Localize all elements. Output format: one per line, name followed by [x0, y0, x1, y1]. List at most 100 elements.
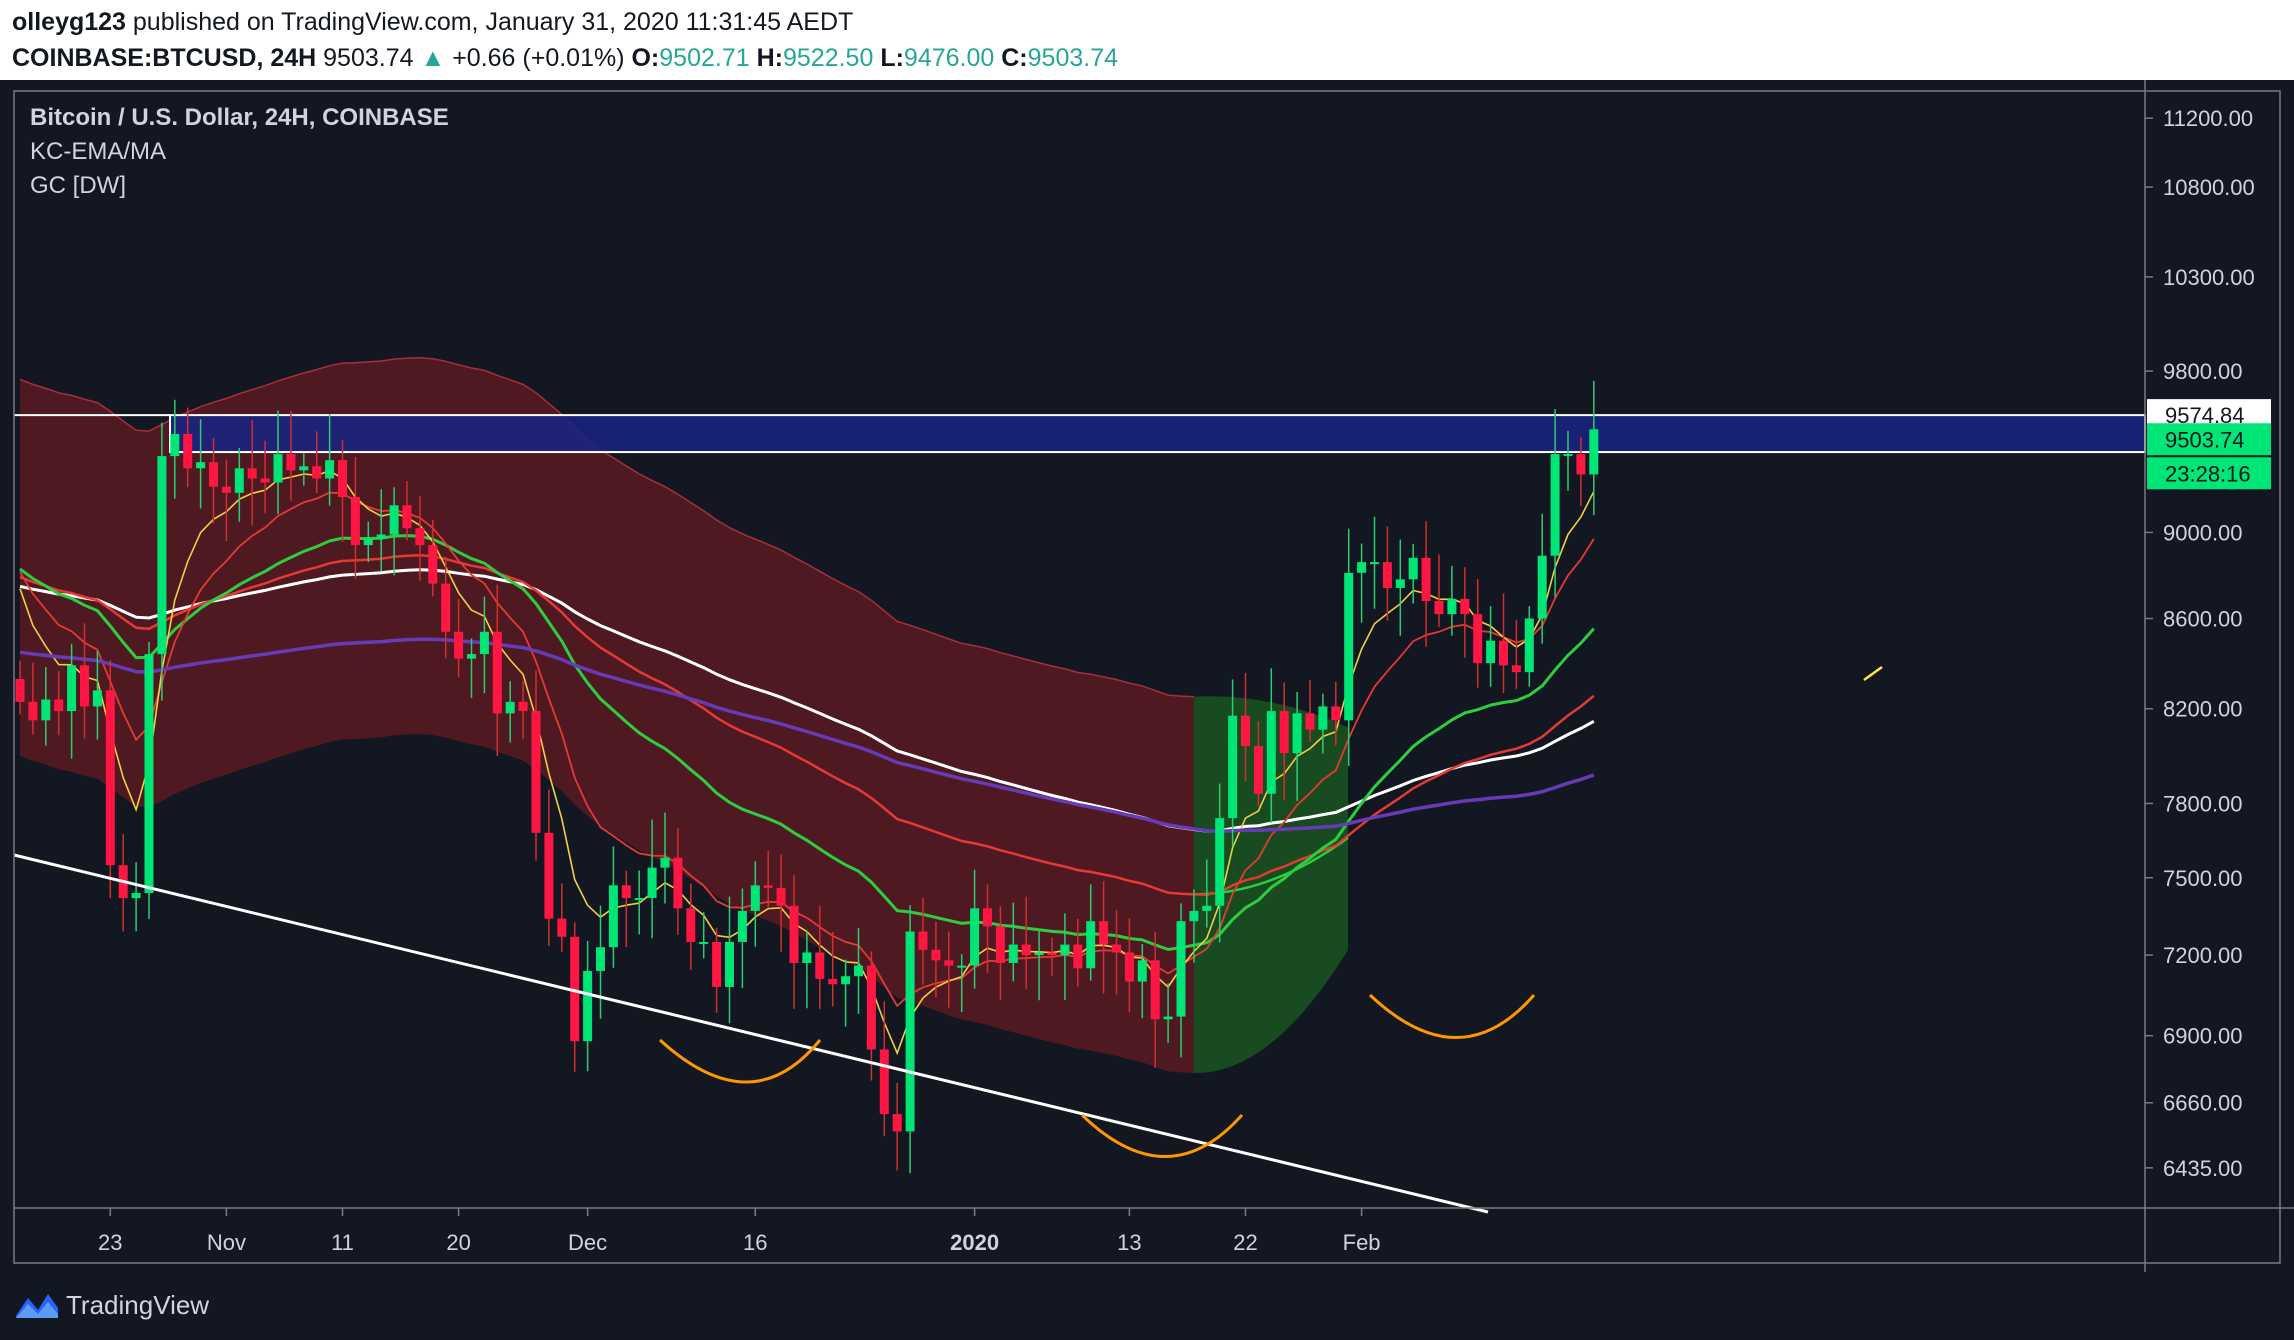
- candle-body: [144, 654, 154, 893]
- candle-body: [763, 885, 773, 888]
- candle-body: [80, 665, 89, 707]
- candle-body: [1266, 711, 1276, 794]
- rounded-bottom-arc: [658, 1038, 822, 1084]
- x-tick-label: 20: [446, 1230, 470, 1255]
- indicator-kc[interactable]: KC-EMA/MA: [30, 138, 167, 165]
- candle-body: [1421, 557, 1431, 601]
- candle-body: [402, 505, 412, 529]
- x-tick-label: Dec: [568, 1230, 607, 1255]
- up-triangle-icon: ▲: [420, 44, 446, 72]
- candle-body: [854, 965, 863, 977]
- tradingview-logo-icon: [16, 1294, 58, 1318]
- candle-body: [1124, 952, 1134, 982]
- candle-body: [363, 538, 373, 546]
- candle-body: [1499, 640, 1508, 666]
- candle-body: [286, 454, 296, 471]
- annotations: [13, 665, 1883, 1214]
- candle-body: [570, 936, 580, 1042]
- candle-body: [1202, 905, 1212, 911]
- candle-body: [1086, 921, 1096, 969]
- candle-body: [815, 952, 825, 979]
- candle-body: [866, 965, 876, 1050]
- last-price: 9503.74: [323, 44, 414, 72]
- x-tick-label: Feb: [1343, 1230, 1381, 1255]
- x-tick-label: 2020: [950, 1230, 999, 1255]
- candle-body: [983, 908, 992, 927]
- candle-body: [54, 699, 64, 712]
- y-tick-label: 10800.00: [2163, 175, 2255, 200]
- candle-body: [1331, 706, 1341, 721]
- y-tick-label: 11200.00: [2163, 106, 2253, 131]
- candle-body: [350, 496, 360, 546]
- candle-body: [1524, 618, 1534, 673]
- countdown-badge: [2147, 457, 2271, 490]
- candle-body: [918, 931, 928, 950]
- candle-body: [1228, 715, 1238, 819]
- y-tick-label: 10300.00: [2163, 265, 2255, 290]
- x-tick-label: 23: [98, 1230, 122, 1255]
- brand-name[interactable]: TradingView: [66, 1290, 210, 1320]
- candle-body: [1137, 960, 1147, 982]
- y-tick-label: 6435.00: [2163, 1156, 2243, 1181]
- candle-body: [428, 545, 438, 584]
- candle-body: [1511, 665, 1521, 673]
- candle-body: [970, 908, 980, 966]
- indicator-gc[interactable]: GC [DW]: [30, 172, 126, 199]
- candle-body: [596, 947, 605, 971]
- candle-body: [750, 885, 760, 911]
- candle-body: [1150, 960, 1160, 1020]
- candle-body: [1034, 952, 1044, 956]
- candle-body: [673, 857, 683, 909]
- candle-body: [712, 941, 722, 987]
- candle-body: [376, 534, 386, 539]
- y-tick-label: 9000.00: [2163, 520, 2243, 545]
- high-label: H:: [756, 44, 783, 72]
- price-axis[interactable]: 11200.00 10800.00 10300.00 9800.00 9000.00 86…: [2145, 106, 2255, 1181]
- footer: TradingView: [0, 1272, 2294, 1340]
- y-tick-label: 9800.00: [2163, 359, 2243, 384]
- close-label: C:: [1001, 44, 1028, 72]
- y-tick-label: 7500.00: [2163, 866, 2243, 891]
- candle-body: [1589, 429, 1599, 475]
- rounded-bottom-arc: [1368, 993, 1536, 1039]
- x-tick-label: 11: [331, 1230, 354, 1255]
- candle-body: [1486, 640, 1496, 664]
- time-axis[interactable]: 23 Nov 11 20 Dec 16 2020 13 22 Feb: [98, 1208, 1381, 1255]
- candle-body: [931, 949, 941, 961]
- resistance-zone-box: [169, 414, 2146, 454]
- x-tick-label: 22: [1233, 1230, 1257, 1255]
- candle-body: [1112, 944, 1121, 953]
- y-tick-label: 8600.00: [2163, 607, 2243, 632]
- candle-body: [479, 631, 489, 655]
- author-name[interactable]: olleyg123: [12, 8, 126, 36]
- candle-body: [41, 699, 51, 721]
- candle-body: [1318, 706, 1328, 730]
- candle-body: [634, 898, 644, 901]
- y-tick-label: 6900.00: [2163, 1024, 2243, 1049]
- candle-body: [1434, 600, 1444, 615]
- symbol-label: COINBASE:BTCUSD, 24H: [12, 44, 317, 72]
- candle-body: [247, 468, 257, 479]
- candle-body: [1292, 713, 1302, 754]
- candle-body: [699, 941, 709, 944]
- candle-body: [841, 976, 851, 985]
- candle-body: [557, 918, 567, 937]
- candle-body: [1576, 454, 1586, 475]
- chart-border: [13, 90, 2281, 1264]
- candle-body: [234, 468, 244, 493]
- close-value: 9503.74: [1027, 44, 1119, 72]
- chart-title[interactable]: Bitcoin / U.S. Dollar, 24H, COINBASE: [30, 104, 449, 131]
- candle-body: [157, 456, 167, 655]
- price-chart[interactable]: 11200.00 10800.00 10300.00 9800.00 9000.00 86…: [0, 80, 2294, 1272]
- chart-frame: [13, 80, 2294, 1272]
- candle-body: [1305, 713, 1315, 730]
- y-tick-label: 6660.00: [2163, 1091, 2243, 1116]
- candle-body: [621, 885, 631, 899]
- descending-trendline: [13, 853, 1489, 1214]
- candle-body: [660, 857, 670, 868]
- candle-body: [1021, 944, 1031, 956]
- price-change: +0.66 (+0.01%): [452, 44, 625, 72]
- candle-body: [995, 926, 1005, 963]
- candle-body: [1073, 944, 1083, 969]
- low-label: L:: [880, 44, 904, 72]
